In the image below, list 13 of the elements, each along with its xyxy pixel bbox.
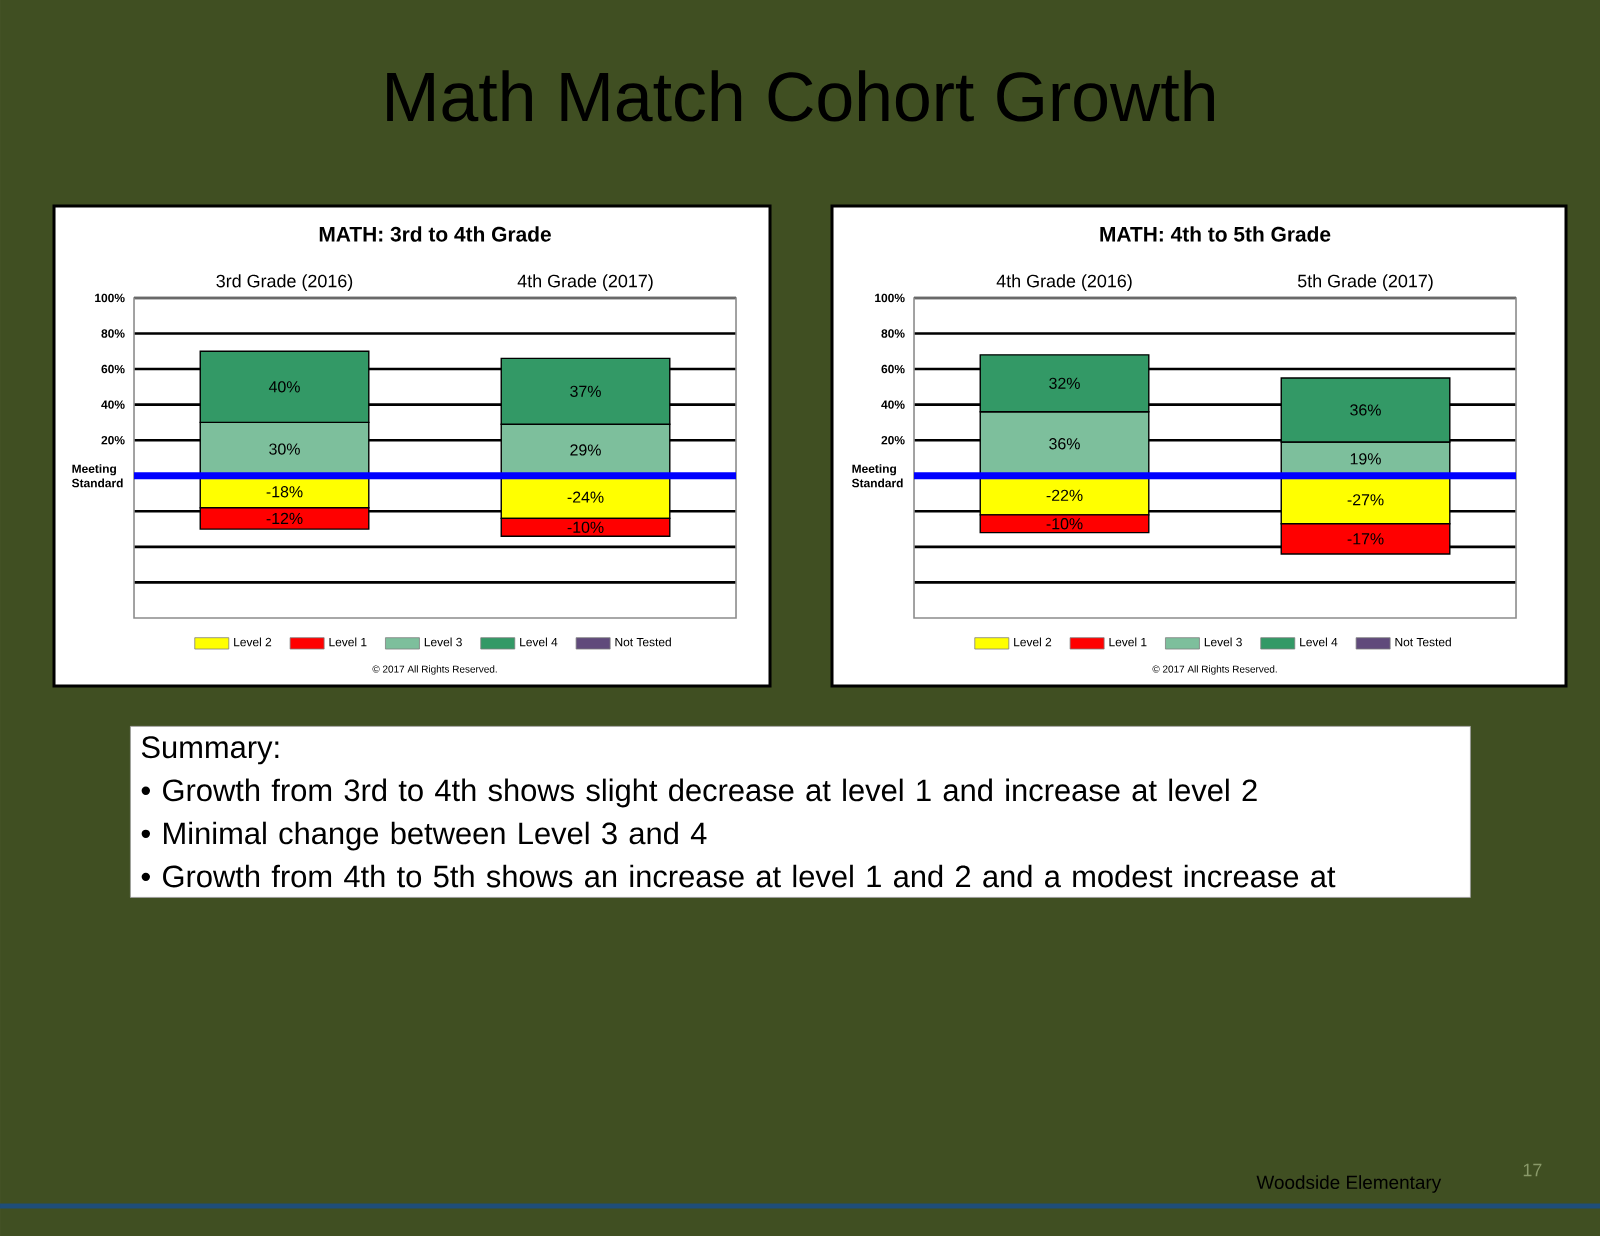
text: 17 [1523, 1163, 1542, 1177]
text: • Minimal change between Level 3 and 4 [141, 821, 707, 851]
text: • Growth from 4th to 5th shows an increase at level 1 and 2 and a modest increase at [141, 864, 1336, 888]
x-tick-label: 3rd Grade (2016) [216, 274, 353, 291]
x-tick-label: 5th Grade (2017) [1297, 274, 1433, 291]
text: Woodside Elementary [1256, 1175, 1442, 1193]
chart-title: MATH: 4th to 5th Grade [1100, 226, 1331, 242]
text: Summary: [141, 736, 279, 765]
text: • Growth from 3rd to 4th shows slight decrease at level 1 and increase at level 2 [141, 778, 1257, 808]
x-tick-label: 4th Grade (2017) [517, 274, 653, 291]
text: Math Match Cohort Growth [387, 70, 1214, 122]
chart-title: MATH: 3rd to 4th Grade [319, 226, 551, 242]
x-tick-label: 4th Grade (2016) [996, 274, 1132, 291]
